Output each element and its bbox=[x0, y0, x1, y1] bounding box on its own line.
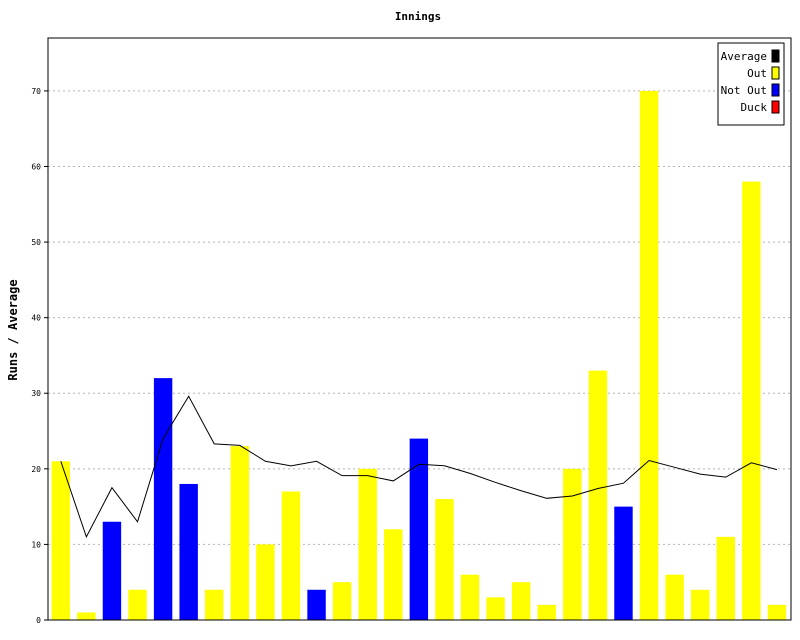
bar bbox=[690, 589, 710, 620]
bar bbox=[588, 370, 608, 620]
bar bbox=[128, 589, 147, 620]
y-tick-label: 50 bbox=[31, 238, 41, 247]
y-tick-label: 20 bbox=[31, 465, 41, 474]
legend: Average Out Not Out Duck bbox=[717, 42, 785, 126]
bar bbox=[716, 536, 735, 620]
bar bbox=[77, 612, 96, 620]
bar bbox=[384, 529, 403, 620]
y-tick-label: 30 bbox=[31, 389, 41, 398]
bar bbox=[230, 446, 250, 620]
legend-swatch bbox=[771, 100, 780, 114]
y-tick-label: 60 bbox=[31, 162, 41, 171]
bar bbox=[179, 483, 198, 620]
bar bbox=[460, 574, 480, 620]
bar bbox=[409, 438, 429, 620]
bar bbox=[511, 582, 531, 620]
bar bbox=[614, 506, 633, 620]
bars bbox=[51, 90, 787, 621]
chart-title: Innings bbox=[395, 10, 441, 23]
y-tick-label: 40 bbox=[31, 314, 41, 323]
legend-swatch bbox=[771, 49, 780, 63]
legend-label: Average bbox=[721, 50, 767, 63]
legend-swatch bbox=[771, 83, 780, 97]
average-line-group bbox=[60, 395, 778, 539]
bar bbox=[51, 461, 70, 620]
bar bbox=[281, 491, 301, 620]
plot-frame bbox=[47, 37, 792, 621]
bar bbox=[256, 544, 275, 620]
bar bbox=[639, 90, 659, 621]
y-tick-label: 70 bbox=[31, 87, 41, 96]
bar bbox=[767, 604, 787, 620]
bar bbox=[486, 597, 505, 620]
y-axis-label: Runs / Average bbox=[6, 279, 20, 380]
legend-swatch bbox=[771, 66, 780, 80]
bar bbox=[102, 521, 122, 620]
legend-label: Not Out bbox=[721, 84, 767, 97]
y-axis-ticks: 0 10 20 30 40 50 60 70 bbox=[31, 87, 48, 625]
bar bbox=[332, 582, 352, 620]
bar bbox=[358, 468, 377, 620]
bar bbox=[205, 589, 224, 620]
y-tick-label: 0 bbox=[36, 616, 41, 625]
bar bbox=[742, 181, 761, 620]
average-line bbox=[60, 395, 778, 539]
bar bbox=[665, 574, 684, 620]
legend-label: Out bbox=[747, 67, 767, 80]
legend-label: Duck bbox=[741, 101, 768, 114]
bar bbox=[537, 604, 556, 620]
bar bbox=[307, 589, 326, 620]
bar bbox=[435, 499, 454, 620]
bar bbox=[153, 378, 173, 620]
y-tick-label: 10 bbox=[31, 540, 41, 549]
bar bbox=[563, 468, 582, 620]
